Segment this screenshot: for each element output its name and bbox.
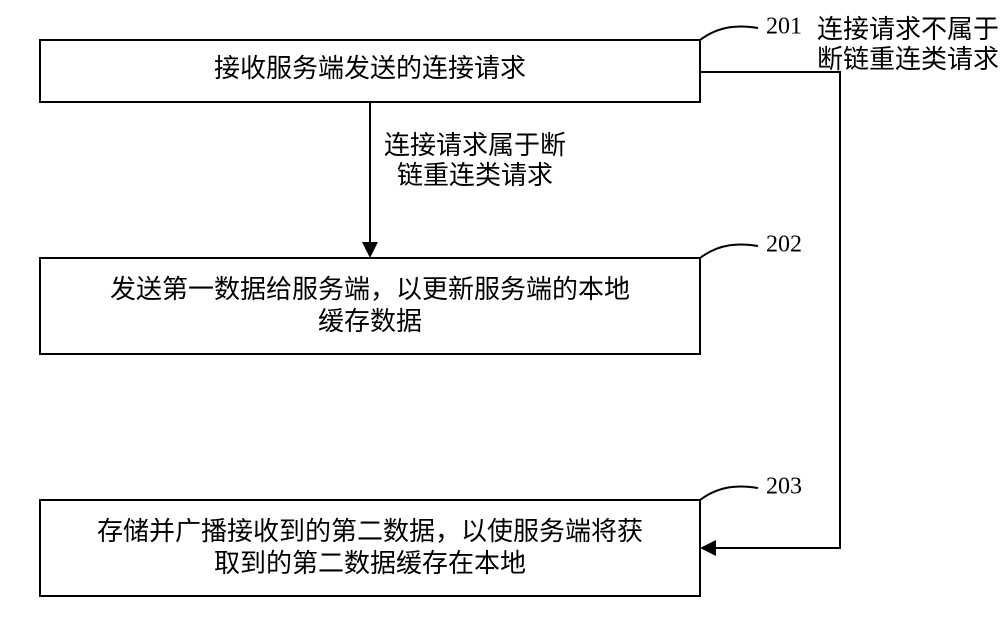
node-203-text-2: 取到的第二数据缓存在本地: [214, 549, 526, 578]
edge-201-203-label-1: 连接请求不属于: [817, 15, 999, 44]
ref-201-leader: [700, 26, 758, 40]
arrowhead-icon: [700, 540, 716, 556]
ref-202: 202: [766, 232, 802, 258]
node-203: 存储并广播接收到的第二数据，以使服务端将获 取到的第二数据缓存在本地 203: [40, 474, 802, 597]
node-203-text-1: 存储并广播接收到的第二数据，以使服务端将获: [97, 517, 643, 546]
ref-201: 201: [766, 14, 802, 40]
node-201-text: 接收服务端发送的连接请求: [214, 54, 526, 83]
edge-201-203-label-2: 断链重连类请求: [817, 45, 999, 74]
node-201: 接收服务端发送的连接请求 201: [40, 14, 802, 103]
edge-201-202-label-1: 连接请求属于断: [384, 131, 566, 160]
arrowhead-icon: [362, 242, 378, 258]
node-202: 发送第一数据给服务端，以更新服务端的本地 缓存数据 202: [40, 232, 802, 355]
node-202-text-2: 缓存数据: [318, 307, 422, 336]
edge-201-202: 连接请求属于断 链重连类请求: [362, 102, 566, 258]
ref-202-leader: [700, 244, 758, 258]
edge-201-203: 连接请求不属于 断链重连类请求: [700, 15, 999, 556]
ref-203: 203: [766, 474, 802, 500]
ref-203-leader: [700, 486, 758, 500]
edge-201-202-label-2: 链重连类请求: [397, 161, 553, 190]
node-202-text-1: 发送第一数据给服务端，以更新服务端的本地: [110, 275, 630, 304]
